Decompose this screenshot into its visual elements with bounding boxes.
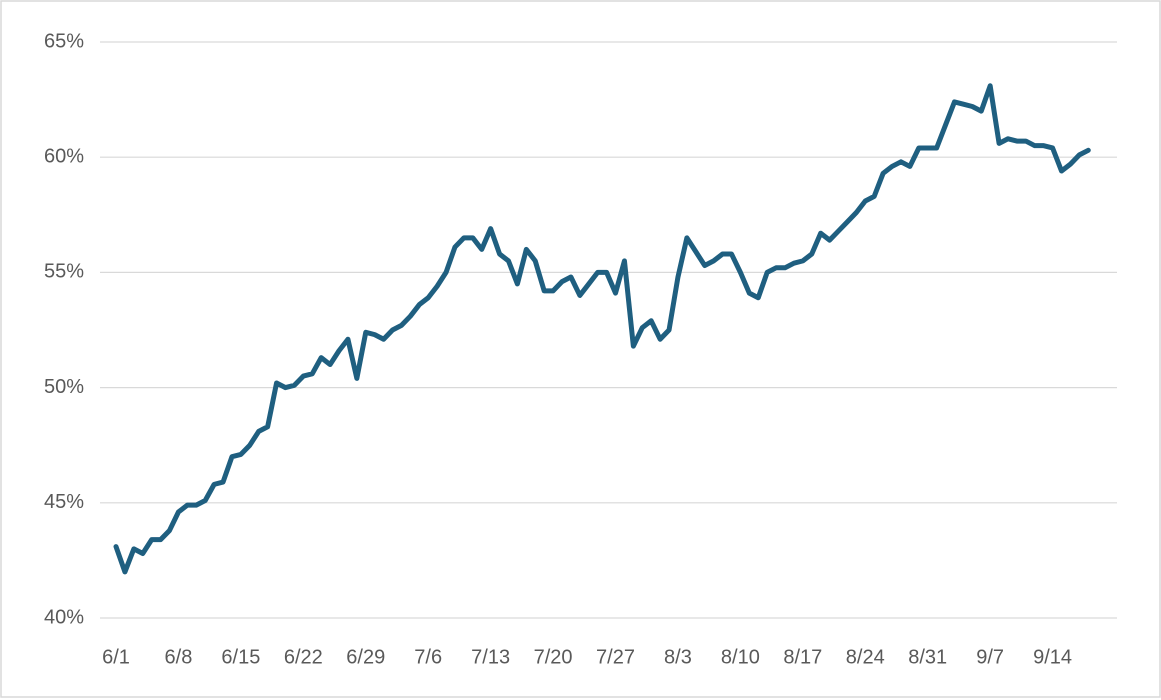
x-tick-label: 8/3 xyxy=(664,646,692,668)
y-tick-label: 40% xyxy=(44,606,84,628)
x-tick-label: 7/13 xyxy=(471,646,510,668)
x-tick-label: 9/14 xyxy=(1033,646,1072,668)
y-tick-label: 45% xyxy=(44,491,84,513)
y-tick-label: 55% xyxy=(44,261,84,283)
x-tick-label: 8/31 xyxy=(908,646,947,668)
x-tick-label: 7/27 xyxy=(596,646,635,668)
x-tick-label: 6/1 xyxy=(102,646,130,668)
x-tick-label: 6/22 xyxy=(284,646,323,668)
x-tick-label: 9/7 xyxy=(976,646,1004,668)
x-tick-label: 8/10 xyxy=(721,646,760,668)
x-tick-label: 6/8 xyxy=(165,646,193,668)
y-tick-label: 65% xyxy=(44,30,84,52)
x-tick-label: 6/15 xyxy=(221,646,260,668)
data-line xyxy=(113,83,1091,575)
x-tick-label: 8/17 xyxy=(783,646,822,668)
x-tick-label: 7/20 xyxy=(534,646,573,668)
y-tick-label: 60% xyxy=(44,145,84,167)
x-tick-label: 8/24 xyxy=(846,646,885,668)
x-tick-label: 6/29 xyxy=(346,646,385,668)
x-tick-label: 7/6 xyxy=(414,646,442,668)
y-tick-label: 50% xyxy=(44,376,84,398)
